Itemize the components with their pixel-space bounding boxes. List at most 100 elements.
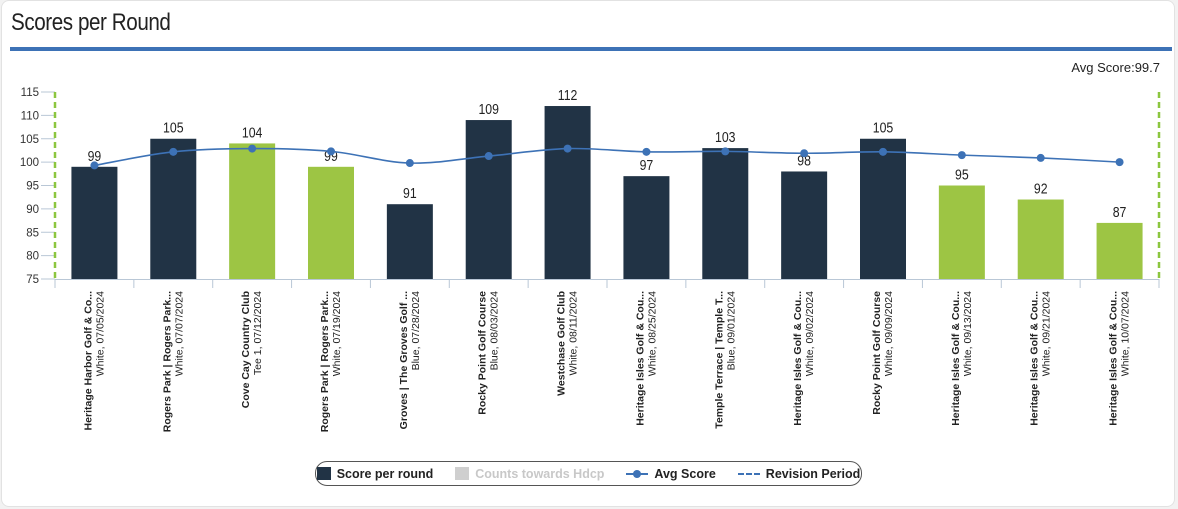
y-tick-label: 90 [26, 204, 39, 216]
x-category-label: Rocky Point Golf Course Blue, 08/03/2024 [477, 291, 501, 415]
score-bar [623, 176, 670, 279]
x-category-detail: White, 09/09/2024 [883, 291, 895, 376]
x-category-detail: White, 09/13/2024 [962, 291, 974, 376]
score-data-label: 109 [478, 101, 499, 117]
x-category-name: Heritage Isles Golf & Cou... [1029, 291, 1041, 426]
score-data-label: 103 [715, 129, 736, 145]
y-tick-label: 80 [26, 251, 39, 263]
x-category-detail: White, 07/19/2024 [331, 291, 343, 376]
x-category-detail: White, 10/07/2024 [1120, 291, 1132, 376]
avg-score-point [405, 159, 414, 168]
avg-score-point [1036, 153, 1045, 162]
score-bar [1017, 199, 1064, 279]
score-bar [860, 138, 906, 279]
avg-score-point [957, 151, 966, 160]
x-category-label: Cove Cay Country Club Tee 1, 07/12/2024 [240, 291, 264, 408]
x-category-label: Rocky Point Golf Course White, 09/09/2024 [871, 291, 895, 415]
score-bar [229, 143, 276, 279]
x-category-name: Westchase Golf Club [556, 291, 568, 396]
avg-score-point [721, 147, 730, 156]
score-bar [308, 166, 354, 279]
legend-item-revision-period[interactable]: Revision Period [737, 466, 861, 481]
avg-score-point [248, 144, 257, 153]
legend-label-revision-period: Revision Period [765, 466, 861, 481]
x-category-name: Rogers Park | Rogers Park... [319, 291, 331, 432]
y-tick-label: 105 [20, 134, 39, 146]
x-category-label: Temple Terrace | Temple T... Blue, 09/01/… [713, 291, 737, 429]
x-category-label: Heritage Isles Golf & Cou... White, 09/02… [792, 291, 816, 426]
x-category-name: Heritage Isles Golf & Cou... [950, 291, 962, 426]
legend-item-score-per-round[interactable]: Score per round [316, 466, 434, 481]
x-category-name: Heritage Harbor Golf & Co... [82, 291, 94, 431]
legend-label-counts-towards-hdcp: Counts towards Hdcp [475, 466, 605, 481]
avg-score-point [484, 152, 493, 161]
score-bar [544, 106, 591, 280]
score-bar [150, 138, 197, 279]
x-category-label: Heritage Isles Golf & Cou... White, 09/13… [950, 291, 974, 426]
x-category-label: Westchase Golf Club White, 08/11/2024 [556, 291, 580, 396]
x-category-label: Heritage Isles Golf & Cou... White, 09/21… [1029, 291, 1053, 426]
y-tick-label: 100 [20, 157, 39, 169]
avg-score-point [90, 161, 99, 170]
y-tick-label: 75 [26, 274, 39, 286]
score-bar [938, 185, 985, 279]
x-category-label: Heritage Isles Golf & Cou... White, 08/25… [634, 291, 658, 426]
x-category-detail: White, 09/21/2024 [1041, 291, 1053, 376]
x-category-detail: White, 09/02/2024 [804, 291, 816, 376]
score-data-label: 105 [163, 120, 184, 136]
y-tick-label: 110 [21, 110, 39, 122]
x-category-name: Heritage Isles Golf & Cou... [634, 291, 646, 426]
legend-item-counts-towards-hdcp[interactable]: Counts towards Hdcp [455, 467, 604, 481]
score-data-label: 105 [873, 120, 894, 136]
dashed-line-icon [737, 472, 760, 475]
page-title: Scores per Round [11, 9, 171, 36]
score-data-label: 97 [640, 157, 654, 173]
x-category-detail: White, 08/25/2024 [646, 291, 658, 376]
x-category-label: Heritage Harbor Golf & Co... White, 07/05… [82, 291, 106, 431]
x-category-label: Rogers Park | Rogers Park... White, 07/19… [319, 291, 343, 432]
avg-score-point [327, 147, 335, 156]
x-category-name: Rogers Park | Rogers Park... [161, 291, 173, 432]
x-category-detail: Blue, 09/01/2024 [725, 291, 737, 371]
avg-score-point [800, 149, 809, 158]
score-bar [781, 171, 828, 279]
gray-swatch-icon [455, 467, 470, 480]
x-category-detail: White, 07/07/2024 [173, 291, 185, 376]
score-data-label: 87 [1113, 204, 1127, 220]
x-category-detail: Blue, 08/03/2024 [489, 291, 501, 371]
x-category-detail: Blue, 07/28/2024 [410, 291, 422, 371]
score-bar [465, 120, 512, 279]
legend-label-score-per-round: Score per round [336, 466, 434, 481]
avg-score-point [563, 144, 572, 153]
score-data-label: 99 [88, 148, 102, 164]
score-data-label: 98 [797, 152, 811, 168]
x-category-label: Rogers Park | Rogers Park... White, 07/07… [161, 291, 185, 432]
y-tick-label: 95 [26, 181, 39, 193]
score-bar [71, 166, 118, 279]
x-category-name: Groves | The Groves Golf ... [398, 291, 410, 429]
chart-legend: Score per round Counts towards Hdcp Avg … [315, 461, 862, 486]
x-category-name: Temple Terrace | Temple T... [713, 291, 725, 429]
x-category-label: Heritage Isles Golf & Cou... White, 10/07… [1108, 291, 1132, 426]
score-data-label: 112 [558, 87, 578, 103]
x-category-label: Groves | The Groves Golf ... Blue, 07/28/… [398, 291, 422, 429]
x-category-detail: Tee 1, 07/12/2024 [252, 291, 264, 375]
legend-label-avg-score: Avg Score [654, 466, 716, 481]
x-category-name: Heritage Isles Golf & Cou... [792, 291, 804, 426]
title-divider [10, 47, 1172, 51]
y-tick-label: 115 [21, 87, 39, 99]
avg-score-label: Avg Score:99.7 [1071, 60, 1160, 75]
x-category-detail: White, 07/05/2024 [94, 291, 106, 376]
score-bar [386, 204, 433, 279]
avg-score-point [879, 147, 887, 156]
score-data-label: 95 [955, 166, 969, 182]
navy-swatch-icon [316, 467, 331, 480]
avg-score-point [169, 147, 178, 156]
x-category-name: Cove Cay Country Club [240, 291, 252, 408]
avg-score-line [94, 147, 1120, 167]
y-tick-label: 85 [26, 227, 39, 239]
x-category-name: Rocky Point Golf Course [871, 291, 883, 415]
legend-item-avg-score[interactable]: Avg Score [626, 466, 716, 481]
avg-score-point [1115, 158, 1124, 167]
